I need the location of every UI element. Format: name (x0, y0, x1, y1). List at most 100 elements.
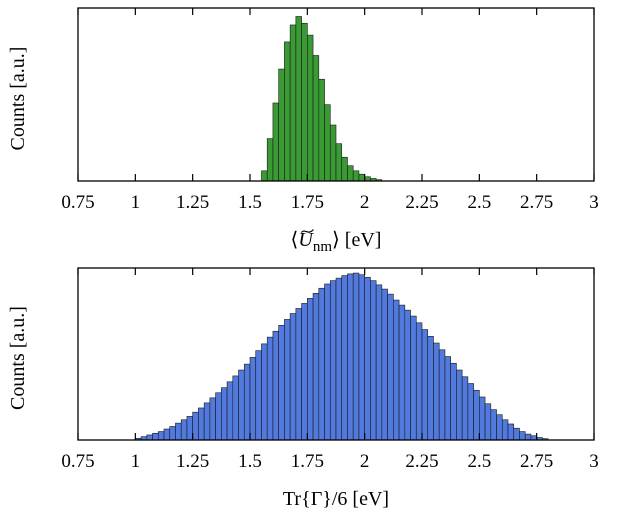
bottom-bar (266, 336, 274, 441)
bottom-bar (180, 419, 188, 441)
top-bar (324, 104, 331, 182)
bottom-bar (157, 431, 165, 441)
bottom-x-tick-label: 0.75 (61, 451, 94, 472)
bottom-bar (456, 369, 463, 441)
bottom-bar (295, 308, 302, 441)
top-bar (301, 22, 308, 182)
bottom-bar (364, 276, 371, 441)
bottom-bar (192, 411, 199, 441)
bottom-plot-frame (77, 267, 595, 441)
top-bar (266, 138, 274, 182)
bottom-bar (404, 309, 411, 441)
bottom-bar (393, 299, 400, 441)
bottom-bar (352, 272, 360, 441)
top-histogram-bars (261, 16, 383, 182)
top-x-ticks (77, 8, 595, 181)
top-bar (272, 102, 279, 182)
top-bar (318, 78, 325, 182)
bottom-bar (209, 397, 216, 441)
bottom-bar (347, 273, 354, 441)
bottom-histogram-bars (135, 272, 549, 441)
top-bar (358, 173, 365, 182)
bottom-bar (473, 389, 480, 441)
bottom-bar (284, 319, 291, 441)
bottom-bar (421, 329, 429, 441)
bottom-bar (329, 280, 337, 441)
bottom-x-ticks (77, 268, 595, 440)
top-x-tick-label: 2.25 (405, 192, 438, 213)
bottom-bar (226, 381, 234, 441)
bottom-bar (186, 416, 193, 441)
bottom-bar (370, 280, 377, 441)
bottom-bar (152, 432, 159, 441)
bottom-y-axis-label: Counts [a.u.] (7, 306, 29, 410)
bottom-bar (341, 275, 348, 441)
top-x-tick-label: 1.25 (176, 192, 209, 213)
bottom-bar (289, 313, 297, 441)
bottom-bar (203, 402, 211, 441)
bottom-x-tick-label: 3 (589, 451, 599, 472)
bottom-bar (496, 414, 503, 441)
top-x-tick-label: 1.5 (238, 192, 262, 213)
bottom-x-tick-label: 2.25 (405, 451, 438, 472)
bottom-x-tick-label: 1 (131, 451, 141, 472)
bottom-bar (238, 369, 245, 441)
bottom-bar (501, 419, 509, 441)
top-x-label-tilde (300, 229, 314, 233)
bottom-bar (272, 330, 279, 441)
top-x-tick-label: 1.75 (291, 192, 324, 213)
bottom-bar (433, 342, 440, 441)
top-x-tick-label: 1 (131, 192, 141, 213)
top-bar (312, 55, 320, 182)
top-bar (329, 124, 337, 182)
bottom-bar (398, 304, 406, 441)
bottom-x-tick-label: 2 (360, 451, 370, 472)
top-bar (347, 165, 354, 182)
bottom-x-tick-label: 1.25 (176, 451, 209, 472)
top-bar (261, 170, 268, 182)
bottom-bar (301, 303, 308, 441)
top-x-label-subscript: nm (313, 239, 333, 255)
bottom-bar (249, 357, 257, 441)
top-x-tick-label: 3 (589, 192, 599, 213)
bottom-bar (415, 322, 423, 441)
bottom-bar (243, 363, 251, 441)
top-bar (284, 41, 291, 182)
bottom-bar (513, 427, 520, 441)
top-histogram-panel: 0.75 1 1.25 1.5 1.75 2 2.25 2.5 2.75 3 Counts [a.… (7, 7, 599, 255)
top-x-label-unit: [eV] (340, 229, 382, 251)
bottom-x-tick-label: 1.5 (238, 451, 262, 472)
bottom-bar (146, 434, 153, 441)
top-x-tick-label: 0.75 (61, 192, 94, 213)
bottom-bar (163, 428, 171, 441)
bottom-bar (169, 426, 176, 441)
top-bar (295, 16, 302, 182)
bottom-bar (358, 274, 365, 441)
bottom-bar (507, 423, 515, 441)
top-y-axis-label: Counts [a.u.] (7, 47, 29, 151)
bottom-x-tick-label: 2.75 (520, 451, 553, 472)
bottom-bar (479, 396, 486, 441)
bottom-bar (375, 284, 383, 441)
bottom-bar (221, 387, 228, 441)
bottom-bar (444, 356, 451, 441)
top-x-tick-labels: 0.75 1 1.25 1.5 1.75 2 2.25 2.5 2.75 3 (61, 192, 598, 213)
top-x-tick-label: 2.75 (520, 192, 553, 213)
bottom-bar (198, 407, 205, 441)
top-x-axis-label: ⟨Unm⟩ [eV] (291, 229, 382, 255)
bottom-bar (324, 283, 331, 441)
top-x-tick-label: 2 (360, 192, 370, 213)
bottom-bar (215, 392, 222, 441)
top-plot-frame (77, 7, 595, 182)
bottom-bar (232, 375, 239, 441)
bottom-x-tick-labels: 0.75 1 1.25 1.5 1.75 2 2.25 2.5 2.75 3 (61, 451, 598, 472)
top-bar (352, 170, 360, 182)
top-bar (341, 156, 348, 182)
top-bar (335, 143, 343, 182)
bottom-bar (427, 335, 434, 441)
bottom-bar (335, 277, 343, 441)
bottom-bar (307, 298, 314, 441)
bottom-x-tick-label: 2.5 (467, 451, 491, 472)
bottom-bar (484, 403, 492, 441)
